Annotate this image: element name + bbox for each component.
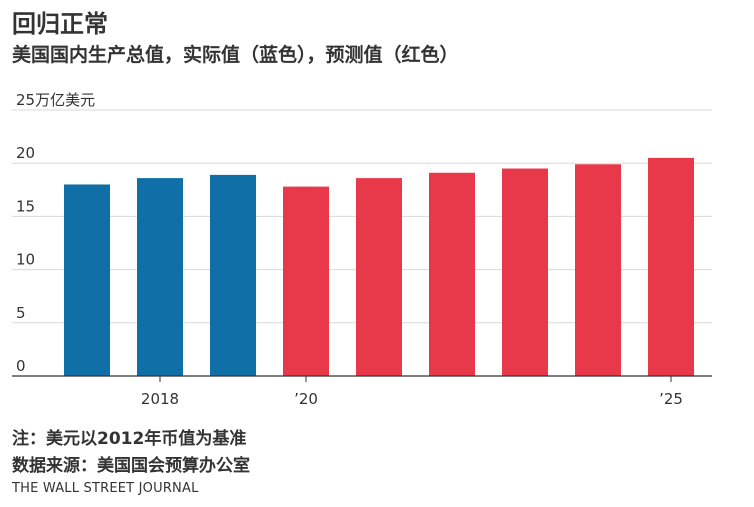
y-tick-label: 10 bbox=[16, 251, 35, 269]
y-tick-label: 20 bbox=[16, 144, 35, 162]
bar-2018 bbox=[137, 178, 183, 376]
bars bbox=[64, 157, 694, 376]
bar-chart: 0 5 10 15 20 25万亿美元 2018 ’20 ’25 bbox=[12, 91, 712, 408]
bar-2020 bbox=[283, 186, 329, 376]
bar-2017 bbox=[64, 184, 110, 376]
y-tick-label: 5 bbox=[16, 304, 26, 322]
bar-2023 bbox=[502, 168, 548, 376]
x-tick-label: ’20 bbox=[294, 390, 318, 408]
y-tick-label: 0 bbox=[16, 357, 26, 375]
x-tick-label: ’25 bbox=[659, 390, 683, 408]
chart-title: 回归正常 bbox=[12, 10, 108, 38]
currency-note: 注：美元以2012年币值为基准 bbox=[12, 429, 247, 449]
chart-subtitle: 美国国内生产总值，实际值（蓝色），预测值（红色） bbox=[12, 44, 459, 66]
bar-2024 bbox=[575, 164, 621, 376]
bar-2019 bbox=[210, 174, 256, 376]
axes: 0 5 10 15 20 25万亿美元 2018 ’20 ’25 bbox=[12, 91, 712, 408]
y-tick-label: 15 bbox=[16, 197, 35, 215]
data-source: 数据来源：美国国会预算办公室 bbox=[12, 456, 250, 476]
bar-2025 bbox=[648, 157, 694, 376]
publisher-brand: THE WALL STREET JOURNAL bbox=[12, 481, 199, 496]
bar-2021 bbox=[356, 178, 402, 376]
y-tick-label: 25万亿美元 bbox=[16, 91, 95, 109]
bar-2022 bbox=[429, 172, 475, 376]
x-tick-label: 2018 bbox=[141, 390, 179, 408]
